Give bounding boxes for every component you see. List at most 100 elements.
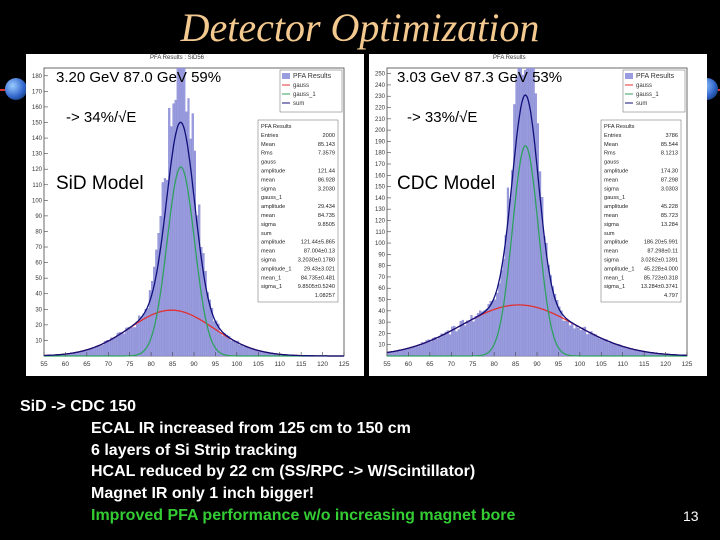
histogram-bar-98: [253, 350, 256, 357]
stats-key-15: sigma: [604, 258, 620, 264]
histogram-bar-53: [157, 233, 160, 357]
y-tick-label-6: 70: [35, 245, 42, 251]
histogram-bar-117: [637, 350, 640, 357]
histogram-bar-66: [528, 67, 531, 357]
cdc-resolution-annotation: 3.03 GeV 87.3 GeV 53%: [397, 69, 563, 86]
histogram-bar-77: [551, 286, 554, 357]
histogram-bar-26: [99, 345, 102, 357]
histogram-header: PFA Results : SiD56: [150, 55, 205, 61]
x-tick-label-13: 120: [660, 361, 671, 368]
histogram-bar-84: [223, 333, 226, 357]
y-tick-label-5: 60: [378, 286, 385, 292]
stats-value-9: 29.434: [318, 204, 335, 210]
stats-key-8: gauss_1: [261, 195, 282, 201]
histogram-bar-15: [418, 345, 422, 357]
summary-heading: SiD -> CDC 150: [20, 398, 137, 415]
slide-title: Detector Optimization: [180, 5, 540, 50]
summary-highlight: Improved PFA performance w/o increasing …: [91, 506, 516, 524]
stats-value-7: 3.2030: [318, 186, 335, 192]
x-tick-label-7: 90: [190, 361, 198, 368]
histogram-bar-38: [125, 327, 128, 357]
stats-key-0: PFA Results: [261, 124, 292, 130]
x-tick-label-14: 125: [339, 361, 350, 368]
legend-entry-3: sum: [636, 101, 647, 107]
y-tick-label-9: 100: [375, 241, 386, 247]
histogram-bar-82: [562, 320, 565, 357]
stats-value-16: 45.228±4.000: [644, 266, 678, 272]
stats-key-18: sigma_1: [604, 284, 625, 290]
y-tick-label-4: 50: [35, 276, 42, 282]
y-tick-label-7: 80: [35, 229, 42, 235]
stats-value-10: 85.723: [661, 213, 678, 219]
y-tick-label-12: 130: [375, 207, 386, 213]
cdc-histogram-panel: PFA Results 55 60 65 70 75 80 85 90 95 100 105 110 1…: [369, 54, 707, 376]
histogram-bar-68: [532, 67, 535, 357]
histogram-bar-24: [95, 346, 98, 357]
y-tick-label-8: 90: [35, 214, 42, 220]
stats-key-14: mean: [604, 249, 618, 255]
histogram-bar-80: [215, 320, 218, 357]
y-tick-label-19: 200: [375, 128, 386, 134]
histogram-bar-42: [476, 313, 479, 357]
summary-item: ECAL IR increased from 125 cm to 150 cm: [91, 419, 411, 437]
y-tick-label-24: 250: [375, 72, 386, 78]
histogram-bar-25: [97, 344, 100, 357]
x-tick-label-0: 55: [40, 361, 48, 368]
summary-item: 6 layers of Si Strip tracking: [91, 441, 298, 459]
x-tick-label-7: 90: [533, 361, 541, 368]
histogram-bar-43: [135, 323, 139, 357]
histogram-bar-89: [577, 328, 580, 357]
y-tick-label-20: 210: [375, 117, 386, 123]
histogram-bar-68: [189, 138, 192, 357]
histogram-bar-101: [603, 339, 606, 357]
x-tick-label-12: 115: [296, 361, 307, 368]
stats-key-2: Mean: [604, 142, 618, 148]
stats-value-17: 84.735±0.481: [301, 275, 335, 281]
x-tick-label-1: 60: [405, 361, 413, 368]
histogram-bar-105: [611, 343, 614, 357]
histogram-bar-36: [463, 325, 467, 357]
stats-key-9: amplitude: [604, 204, 628, 210]
y-tick-label-8: 90: [378, 252, 385, 258]
stats-key-16: amplitude_1: [261, 266, 291, 272]
stats-key-9: amplitude: [261, 204, 285, 210]
histogram-bar-22: [433, 336, 437, 357]
histogram-bar-43: [478, 310, 482, 357]
y-tick-label-1: 20: [378, 331, 385, 337]
y-tick-label-13: 140: [375, 196, 386, 202]
histogram-bar-63: [521, 74, 524, 357]
legend-entry-1: gauss: [636, 83, 652, 89]
stats-key-11: sigma: [261, 222, 277, 228]
x-tick-label-11: 110: [618, 361, 629, 368]
y-tick-label-1: 20: [35, 323, 42, 329]
histogram-bar-69: [534, 93, 537, 357]
x-tick-label-14: 125: [682, 361, 693, 368]
histogram-bar-84: [566, 320, 569, 357]
histogram-bar-113: [628, 348, 632, 357]
stats-key-4: gauss: [261, 160, 276, 166]
histogram-bar-71: [538, 171, 542, 357]
histogram-bar-114: [631, 349, 634, 357]
page-number: 13: [683, 508, 699, 524]
y-tick-label-17: 180: [375, 151, 386, 157]
stats-value-17: 85.723±0.318: [644, 275, 678, 281]
histogram-bar-97: [251, 349, 254, 357]
x-tick-label-3: 70: [105, 361, 113, 368]
histogram-bar-44: [138, 315, 141, 357]
histogram-bar-17: [80, 351, 83, 357]
stats-value-9: 45.228: [661, 204, 678, 210]
histogram-bar-23: [436, 339, 439, 357]
histogram-bar-95: [590, 331, 593, 357]
stats-value-13: 186.20±5.991: [644, 240, 678, 246]
x-tick-label-5: 80: [148, 361, 156, 368]
histogram-bar-7: [401, 350, 404, 357]
histogram-bar-48: [146, 308, 149, 357]
stats-key-18: sigma_1: [261, 284, 282, 290]
stats-key-7: sigma: [604, 186, 620, 192]
histogram-bar-66: [185, 111, 188, 357]
histogram-bar-12: [412, 346, 415, 357]
histogram-bar-59: [513, 104, 516, 357]
stats-key-10: mean: [604, 213, 618, 219]
histogram-bar-50: [150, 280, 154, 357]
cdc-histogram-plot: 55 60 65 70 75 80 85 90 95 100 105 110 115 120 125 10 20…: [375, 67, 693, 368]
